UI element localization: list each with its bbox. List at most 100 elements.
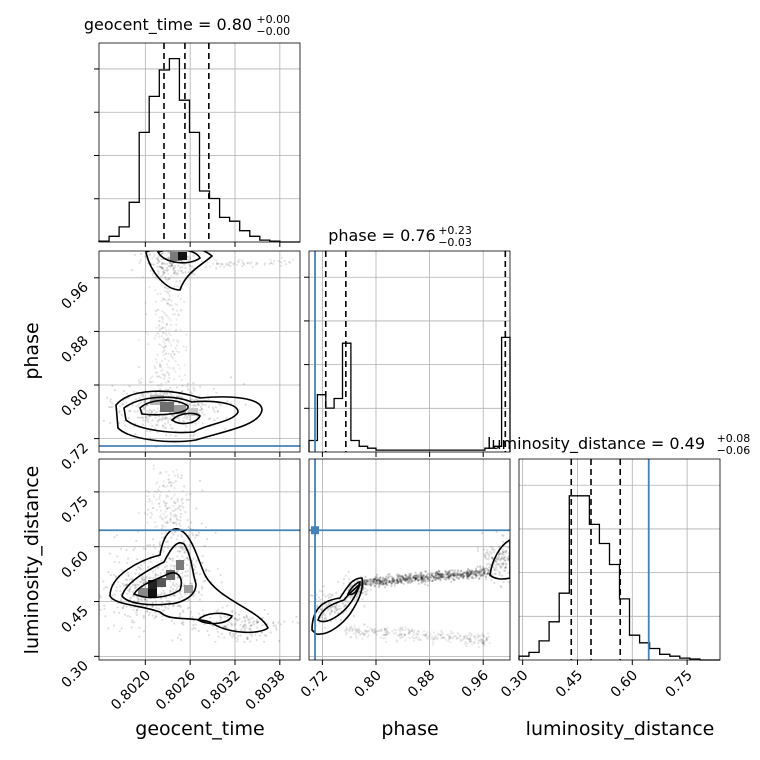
scatter-point	[140, 381, 143, 384]
scatter-point	[156, 258, 159, 261]
scatter-point	[136, 416, 139, 419]
scatter-point	[179, 269, 182, 272]
scatter-point	[444, 571, 447, 574]
scatter-point	[155, 361, 158, 364]
scatter-point	[189, 582, 192, 585]
scatter-point	[195, 560, 198, 563]
scatter-point	[481, 638, 484, 641]
scatter-point	[148, 415, 151, 418]
scatter-point	[163, 271, 166, 274]
scatter-point	[133, 621, 136, 624]
scatter-point	[195, 507, 198, 510]
scatter-point	[498, 557, 501, 561]
scatter-point	[359, 632, 362, 636]
scatter-point	[401, 628, 404, 631]
scatter-point	[385, 578, 389, 581]
scatter-point	[157, 419, 160, 422]
scatter-point	[116, 581, 120, 584]
scatter-point	[231, 632, 235, 636]
scatter-point	[422, 578, 425, 581]
scatter-point	[414, 571, 417, 574]
scatter-point	[371, 580, 374, 583]
scatter-point	[500, 562, 503, 565]
scatter-point	[347, 570, 350, 574]
scatter-point	[425, 633, 428, 636]
scatter-point	[152, 493, 155, 496]
scatter-point	[477, 571, 480, 574]
scatter-point	[256, 626, 259, 629]
scatter-point	[162, 201, 164, 203]
scatter-point	[330, 610, 333, 613]
scatter-point	[455, 637, 458, 641]
scatter-point	[409, 574, 412, 578]
scatter-point	[431, 575, 434, 578]
scatter-point	[180, 638, 183, 641]
scatter-point	[141, 579, 144, 583]
scatter-point	[216, 567, 219, 570]
scatter-point	[216, 417, 219, 420]
scatter-point	[192, 557, 195, 560]
scatter-point	[160, 593, 163, 596]
scatter-point	[403, 580, 407, 583]
scatter-point	[131, 591, 134, 594]
scatter-point	[359, 633, 362, 637]
scatter-point	[479, 570, 483, 573]
scatter-point	[366, 630, 369, 634]
scatter-point	[153, 263, 156, 266]
scatter-point	[162, 354, 165, 357]
scatter-point	[146, 333, 150, 336]
scatter-point	[243, 383, 246, 386]
scatter-point	[224, 625, 227, 628]
scatter-point	[396, 579, 399, 583]
scatter-point	[394, 582, 397, 585]
scatter-point	[178, 282, 182, 285]
scatter-point	[247, 261, 250, 264]
scatter-point	[148, 611, 151, 615]
scatter-point	[204, 248, 206, 250]
scatter-point	[135, 398, 138, 401]
scatter-point	[397, 575, 401, 578]
scatter-point	[505, 550, 508, 553]
scatter-point	[453, 572, 456, 575]
scatter-point	[451, 574, 454, 577]
scatter-point	[163, 504, 167, 507]
scatter-point	[280, 264, 283, 267]
scatter-point	[412, 576, 415, 579]
scatter-point	[142, 582, 145, 585]
scatter-point	[497, 558, 500, 561]
scatter-point	[501, 548, 504, 551]
scatter-point	[481, 568, 484, 571]
scatter-point	[166, 484, 169, 487]
scatter-point	[180, 533, 183, 536]
scatter-point	[407, 576, 410, 579]
scatter-point	[481, 569, 484, 572]
scatter-point	[444, 570, 447, 573]
scatter-point	[431, 643, 435, 646]
scatter-point	[198, 409, 201, 412]
scatter-point	[158, 329, 161, 332]
scatter-point	[150, 410, 154, 413]
scatter-point	[206, 629, 209, 633]
scatter-point	[386, 576, 390, 579]
scatter-point	[139, 259, 142, 262]
scatter-point	[472, 573, 476, 576]
scatter-point	[155, 257, 158, 260]
scatter-point	[434, 578, 437, 582]
scatter-point	[415, 576, 418, 579]
scatter-point	[167, 264, 170, 268]
scatter-point	[375, 579, 378, 582]
scatter-point	[381, 580, 385, 583]
scatter-point	[468, 639, 472, 642]
scatter-point	[185, 349, 188, 352]
scatter-point	[418, 574, 421, 577]
scatter-point	[364, 582, 367, 586]
scatter-point	[155, 423, 158, 426]
scatter-point	[487, 571, 490, 574]
scatter-point	[466, 571, 469, 574]
scatter-point	[179, 508, 182, 512]
scatter-point	[154, 313, 157, 316]
scatter-point	[161, 568, 164, 571]
scatter-point	[181, 497, 184, 500]
scatter-point	[401, 578, 405, 582]
scatter-point	[161, 262, 164, 265]
